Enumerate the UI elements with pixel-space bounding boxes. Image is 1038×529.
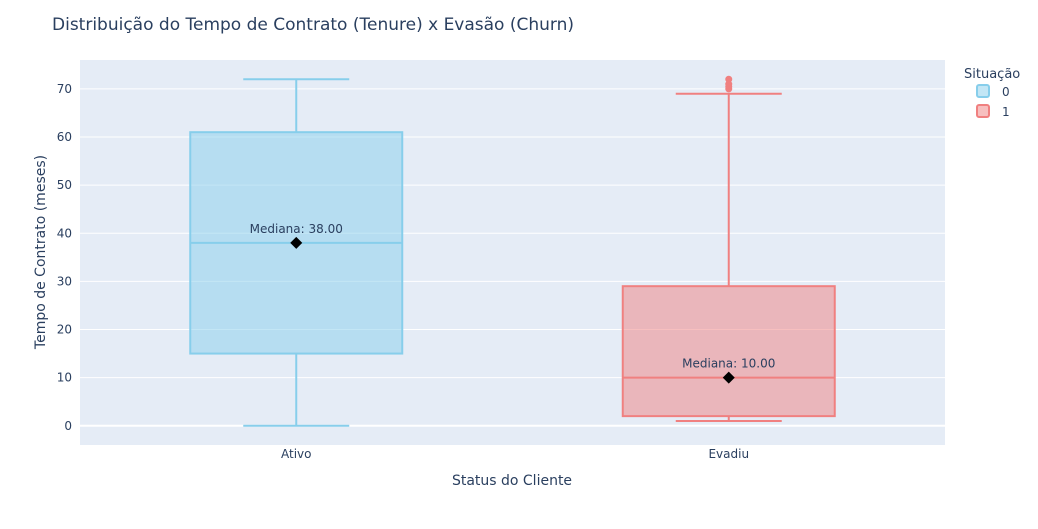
legend-label: 0: [1002, 85, 1010, 99]
chart-title: Distribuição do Tempo de Contrato (Tenur…: [52, 15, 574, 35]
x-axis-ticks: Ativo Evadiu: [281, 447, 749, 461]
y-tick-label: 50: [57, 178, 72, 192]
median-marker: [290, 236, 303, 249]
legend[interactable]: Situação 0 1: [964, 67, 1020, 119]
box-ativo: Mediana: 38.00: [189, 78, 404, 427]
box-evadiu: Mediana: 10.00: [621, 75, 836, 422]
y-tick-label: 40: [57, 226, 72, 240]
y-tick-label: 60: [57, 130, 72, 144]
y-axis-ticks: 0 10 20 30 40 50 60 70: [57, 82, 72, 433]
y-tick-label: 20: [57, 323, 72, 337]
box-series: Mediana: 38.00 Mediana: 10.00: [189, 75, 836, 427]
x-axis-label: Status do Cliente: [452, 473, 572, 489]
x-tick-label: Ativo: [281, 447, 311, 461]
median-annotation: Mediana: 10.00: [682, 357, 775, 371]
outlier-point[interactable]: [725, 75, 733, 83]
iqr-box[interactable]: [621, 285, 836, 418]
y-tick-label: 30: [57, 274, 72, 288]
y-axis-label: Tempo de Contrato (meses): [33, 155, 49, 350]
legend-swatch: [976, 104, 990, 118]
y-tick-label: 0: [64, 419, 72, 433]
legend-label: 1: [1002, 105, 1010, 119]
median-marker: [722, 371, 735, 384]
legend-swatch: [976, 84, 990, 98]
median-annotation: Mediana: 38.00: [250, 222, 343, 236]
y-tick-label: 10: [57, 371, 72, 385]
x-tick-label: Evadiu: [708, 447, 749, 461]
legend-title: Situação: [964, 67, 1020, 82]
legend-item-0[interactable]: 0: [976, 84, 1010, 99]
legend-item-1[interactable]: 1: [976, 104, 1010, 119]
y-tick-label: 70: [57, 82, 72, 96]
